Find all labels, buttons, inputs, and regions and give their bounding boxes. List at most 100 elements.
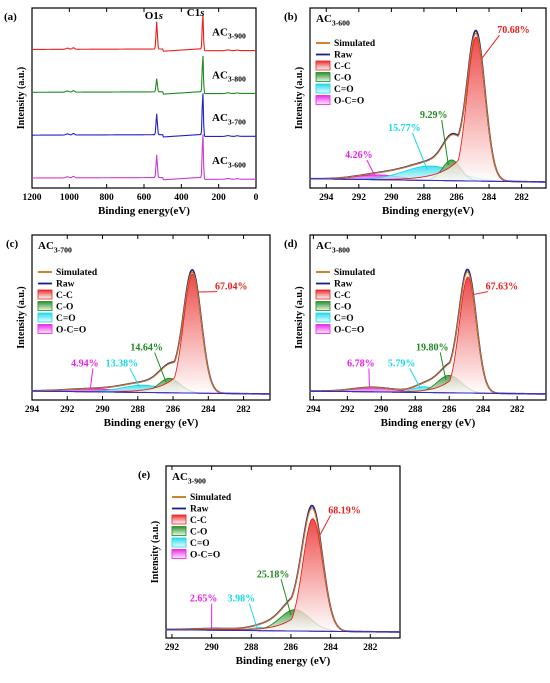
- percent-label-O-C=O: 2.65%: [190, 594, 218, 605]
- series-line-AC3-600: [32, 134, 256, 181]
- percent-arrow-C-C: [319, 515, 331, 536]
- x-tick-label: 290: [95, 405, 110, 415]
- simulated-line: [310, 32, 547, 183]
- background-line: [165, 629, 401, 633]
- legend-label-C-C: C-C: [56, 291, 73, 301]
- percent-arrow-C-O: [439, 352, 447, 380]
- legend-label-Simulated: Simulated: [56, 268, 98, 278]
- x-tick-label: 294: [25, 405, 40, 415]
- x-tick-label: 284: [323, 643, 338, 653]
- background-line: [31, 390, 271, 395]
- y-axis-label: Intensity (a.u.): [16, 286, 27, 349]
- percent-arrow-O-C=O: [366, 159, 376, 177]
- percent-arrow-C=O: [411, 132, 428, 170]
- legend-label-C-O: C-O: [334, 303, 351, 313]
- percent-label-C-C: 70.68%: [497, 25, 530, 36]
- panel-title-sub: 3-900: [188, 476, 206, 485]
- percent-label-C-O: 14.64%: [130, 343, 163, 354]
- x-tick-label: 292: [165, 643, 180, 653]
- x-tick-label: 284: [476, 405, 491, 415]
- x-tick-label: 286: [449, 193, 464, 203]
- panel-label: (a): [4, 11, 17, 23]
- y-axis-label: Intensity (a.u.): [294, 67, 305, 130]
- x-tick-label: 0: [254, 193, 259, 203]
- legend-label-C=O: C=O: [334, 85, 354, 95]
- series-label-AC3-700-main: AC: [212, 112, 228, 124]
- panel-e: (e) AC3-900 292 290 288 286 284 282 Binding ener…: [138, 465, 401, 667]
- legend-label-O-C=O: O-C=O: [190, 551, 220, 561]
- legend-label-C-O: C-O: [334, 74, 351, 84]
- x-tick-label: 286: [284, 643, 299, 653]
- legend-label-C-O: C-O: [56, 303, 73, 313]
- x-tick-label: 290: [204, 643, 219, 653]
- x-tick-label: 288: [131, 405, 146, 415]
- series-line-AC3-800: [31, 55, 256, 95]
- peak-label-o1s-orbital: s: [158, 10, 163, 22]
- x-tick-label: 400: [174, 193, 189, 203]
- legend-label-O-C=O: O-C=O: [334, 326, 364, 336]
- plot-frame: [31, 234, 271, 401]
- percent-arrow-C-O: [154, 352, 167, 383]
- percent-label-C-C: 67.04%: [215, 282, 248, 293]
- x-tick-label: 282: [236, 405, 251, 415]
- panel-title-main: AC: [172, 471, 188, 483]
- x-tick-label: 294: [319, 193, 334, 203]
- x-tick-label: 1000: [60, 193, 79, 203]
- series-label-AC3-900-main: AC: [212, 26, 228, 38]
- legend-label-C=O: C=O: [190, 539, 210, 549]
- legend-label-C=O: C=O: [334, 314, 354, 324]
- peak-label-o1s: O1s: [145, 10, 163, 22]
- peak-label-c1s: C1s: [187, 7, 205, 19]
- percent-label-C-C: 67.63%: [486, 282, 519, 293]
- percent-label-C=O: 13.38%: [106, 358, 139, 369]
- panel-b: (b) AC3-600 294 292 290 288 286 284 282 Binding e…: [284, 7, 547, 217]
- percent-label-C=O: 3.98%: [228, 594, 256, 605]
- panel-label: (d): [284, 238, 298, 250]
- panel-title-sub: 3-800: [332, 245, 350, 254]
- x-tick-label: 292: [60, 405, 75, 415]
- percent-label-C=O: 15.77%: [388, 123, 421, 134]
- x-tick-label: 292: [352, 193, 367, 203]
- legend-swatch-O-C=O: [315, 95, 331, 105]
- percent-label-C-O: 19.80%: [416, 343, 449, 354]
- series-label-AC3-600-main: AC: [212, 155, 228, 167]
- y-axis-label: Intensity (a.u.): [150, 521, 161, 584]
- panel-c: (c) AC3-700 294 292 290 288 286 284 282 Binding e…: [6, 234, 271, 429]
- panel-label: (e): [138, 469, 151, 481]
- x-axis-label: Binding energy(eV): [98, 205, 190, 217]
- series-label-AC3-700: AC3-700: [212, 112, 246, 126]
- x-tick-label: 288: [417, 193, 432, 203]
- x-tick-label: 294: [306, 405, 321, 415]
- panel-title-main: AC: [38, 240, 54, 252]
- legend-swatch-C=O: [315, 312, 331, 323]
- legend-swatch-C-O: [315, 72, 331, 82]
- x-tick-label: 282: [363, 643, 378, 653]
- background-line: [309, 178, 547, 183]
- x-tick-label: 284: [482, 193, 497, 203]
- percent-label-C-O: 25.18%: [257, 569, 290, 580]
- legend-swatch-C=O: [37, 312, 53, 323]
- legend-label-C=O: C=O: [56, 314, 76, 324]
- legend-swatch-O-C=O: [37, 324, 53, 334]
- legend-label-Raw: Raw: [56, 280, 75, 290]
- panel-title-sub: 3-700: [54, 245, 72, 254]
- percent-arrow-C=O: [409, 368, 421, 389]
- x-tick-label: 288: [244, 643, 259, 653]
- x-tick-label: 292: [340, 405, 355, 415]
- legend-swatch-O-C=O: [171, 549, 187, 559]
- x-tick-label: 800: [100, 193, 115, 203]
- legend-swatch-C-C: [315, 60, 331, 71]
- x-tick-label: 200: [212, 193, 227, 203]
- series-label-AC3-800-sub: 3-800: [228, 75, 246, 84]
- legend-swatch-C-C: [315, 289, 331, 300]
- y-axis-label: Intensity (a.u.): [294, 286, 305, 349]
- legend-swatch-C-C: [37, 289, 53, 300]
- percent-label-C=O: 5.79%: [388, 358, 416, 369]
- panel-a: (a) 1200 1000 800 600 400 200 0 Binding energy(e…: [4, 7, 259, 217]
- x-axis-label: Binding energy (eV): [104, 417, 199, 429]
- peak-label-c1s-orbital: s: [199, 7, 204, 19]
